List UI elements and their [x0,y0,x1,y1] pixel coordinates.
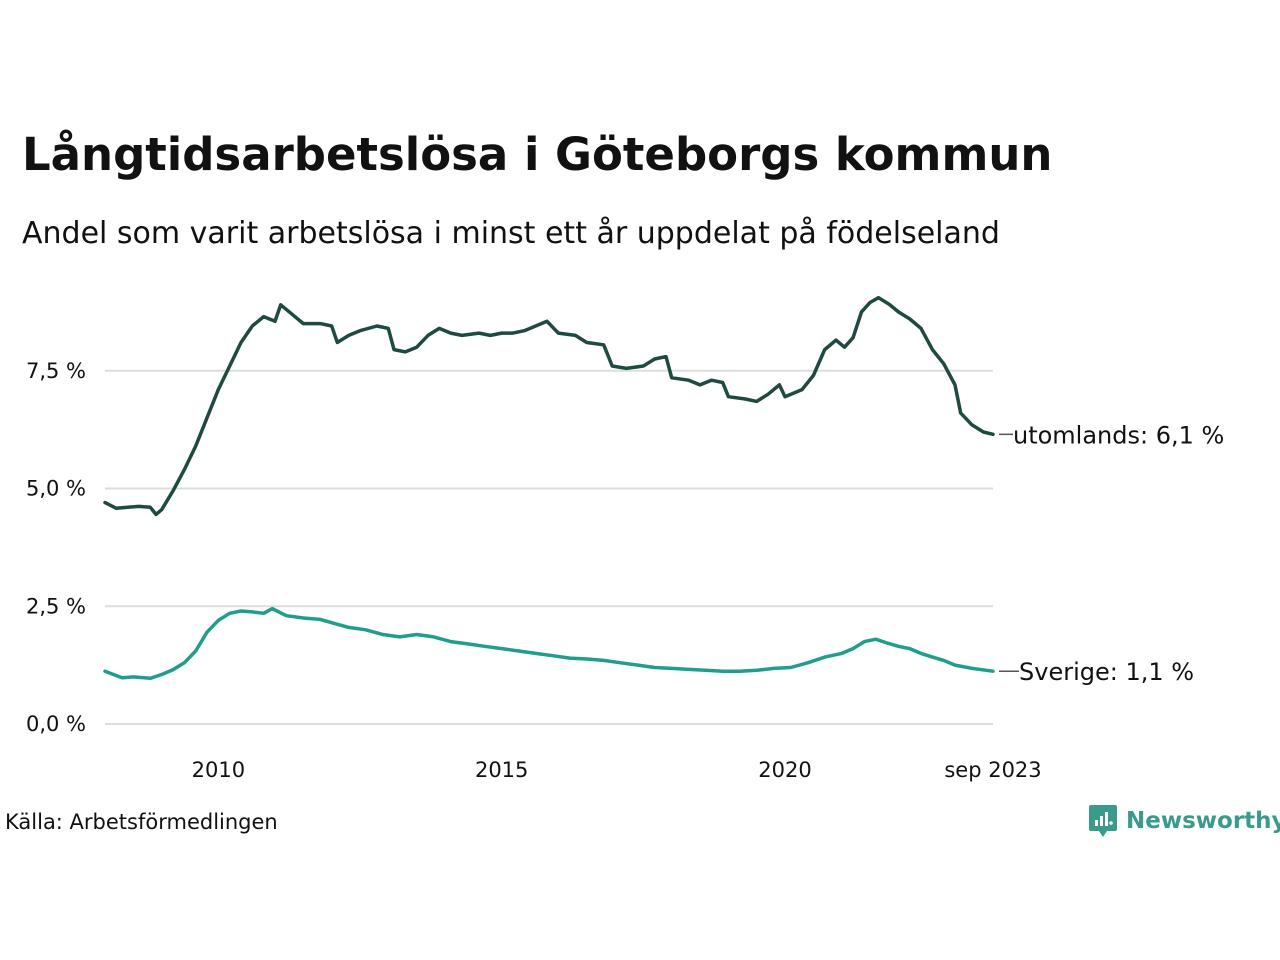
series-end-label-sverige: Sverige: 1,1 % [1019,658,1194,686]
series-line-utomlands [103,295,995,517]
newsworthy-logo-icon [1089,805,1117,837]
x-tick-label: sep 2023 [944,758,1041,782]
y-tick-label: 0,0 % [26,712,86,736]
chart-title: Långtidsarbetslösa i Göteborgs kommun [22,128,1053,181]
x-tick-label: 2015 [475,758,528,782]
series-line-sverige [103,606,995,681]
y-tick-label: 5,0 % [26,477,86,501]
newsworthy-logo-text: Newsworthy [1126,808,1280,834]
y-tick-label: 7,5 % [26,359,86,383]
line-chart: 0,0 % 2,5 % 5,0 % 7,5 % 2010 2015 2020 sep 202… [26,295,1224,782]
newsworthy-logo: Newsworthy [1088,803,1280,839]
series-end-label-utomlands: utomlands: 6,1 % [1013,421,1224,449]
y-tick-label: 2,5 % [26,594,86,618]
x-tick-label: 2020 [758,758,811,782]
x-tick-label: 2010 [192,758,245,782]
grid-lines [105,369,993,725]
y-axis-ticks: 0,0 % 2,5 % 5,0 % 7,5 % [26,359,86,736]
chart-subtitle: Andel som varit arbetslösa i minst ett å… [22,216,1000,251]
series-lines [103,295,995,681]
x-axis-ticks: 2010 2015 2020 sep 2023 [192,758,1042,782]
series-end-labels: utomlands: 6,1 % Sverige: 1,1 % [999,421,1224,686]
source-note: Källa: Arbetsförmedlingen [5,810,278,834]
